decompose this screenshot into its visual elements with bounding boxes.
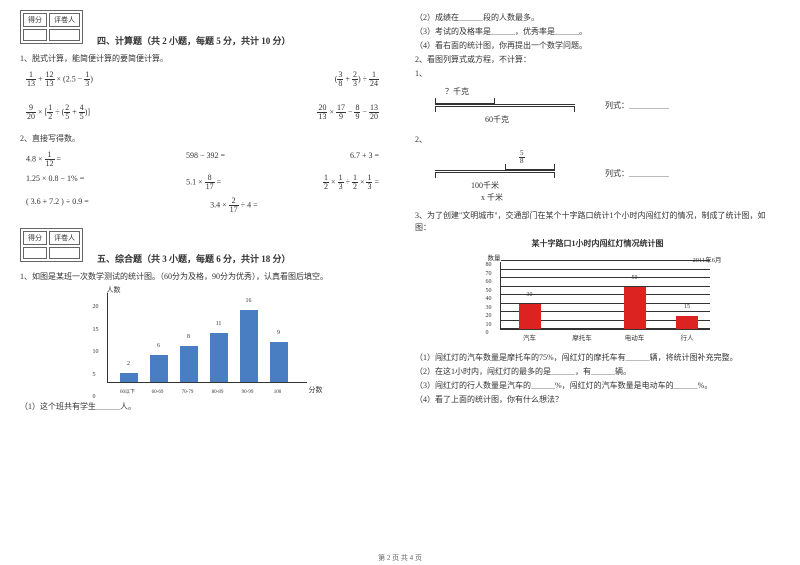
sub-4: （4）看右面的统计图，你再提出一个数学问题。 — [415, 40, 780, 52]
d1-bot-label: 60千克 — [485, 114, 509, 125]
d1-side: 列式：＿＿＿＿＿ — [605, 100, 669, 111]
q5-1: 1、如图是某班一次数学测试的统计图。（60分为及格，90分为优秀），认真看图后填… — [20, 271, 385, 283]
chart2-ylabel: 数量 — [488, 252, 501, 262]
section-5-title: 五、综合题（共 3 小题，每题 6 分，共计 18 分） — [97, 252, 291, 265]
d2-line — [435, 170, 555, 171]
d2-side: 列式：＿＿＿＿＿ — [605, 168, 669, 179]
diagram-2: 58 100千米 x 千米 列式：＿＿＿＿＿ — [435, 152, 780, 204]
d1-brace-bot — [435, 106, 575, 112]
page-footer: 第 2 页 共 4 页 — [0, 553, 800, 563]
chart-scores: 人数 分数 26811169 0510152060以下60-6970-7980-… — [83, 287, 323, 397]
expr-row-2: 920 × [12 ÷ (25 + 45)] 2013 × 179 − 89 −… — [20, 104, 385, 121]
q3: 3、为了创建"文明城市"，交通部门在某个十字路口统计1个小时内闯红灯的情况，制成… — [415, 210, 780, 234]
expr-2: (38 + 23) ÷ 124 — [335, 71, 379, 88]
ra1: 4.8 × 112 = — [26, 151, 61, 168]
sub2-1: （1）闯红灯的汽车数量是摩托车的75%，闯红灯的摩托车有＿＿＿辆，将统计图补充完… — [415, 352, 780, 364]
row-a: 4.8 × 112 = 598 − 392 = 6.7 + 3 = — [20, 151, 385, 168]
rc1: ( 3.6 + 7.2 ) ÷ 0.9 = — [26, 197, 89, 214]
section-4-title: 四、计算题（共 2 小题，每题 5 分，共计 10 分） — [97, 34, 291, 47]
q4-1: 1、脱式计算，能简便计算的要简便计算。 — [20, 53, 385, 65]
row-b: 1.25 × 0.8 − 1% = 5.1 × 817 = 12 × 13 ÷ … — [20, 174, 385, 191]
q4-2: 2、直接写得数。 — [20, 133, 385, 145]
d2-bot-label: x 千米 — [481, 192, 503, 203]
ra2: 598 − 392 = — [186, 151, 225, 168]
score-box-2: 得分评卷人 — [20, 228, 83, 262]
d2-frac: 58 — [519, 150, 525, 165]
chart1-axis: 26811169 — [107, 293, 307, 383]
expr-row-1: 113 + 1213 × (2.5 − 13) (38 + 23) ÷ 124 — [20, 71, 385, 88]
rb2: 5.1 × 817 = — [186, 174, 221, 191]
rc2: 3.4 × 217 ÷ 4 = — [210, 197, 257, 214]
chart1-xlabel: 分数 — [309, 385, 323, 395]
d2-num: 2、 — [415, 134, 780, 146]
expr-1: 113 + 1213 × (2.5 − 13) — [26, 71, 93, 88]
d2-mid-label: 100千米 — [471, 180, 499, 191]
d1-line — [435, 104, 575, 105]
d2-brace-mid — [435, 172, 555, 178]
row-c: ( 3.6 + 7.2 ) ÷ 0.9 = 3.4 × 217 ÷ 4 = — [20, 197, 385, 214]
chart2-plot: 30汽车摩托车50电动车15行人 — [500, 262, 710, 330]
sub-2: （2）成绩在＿＿＿段的人数最多。 — [415, 12, 780, 24]
rb1: 1.25 × 0.8 − 1% = — [26, 174, 84, 191]
sub2-2: （2）在这1小时内，闯红灯的最多的是＿＿＿，有＿＿＿辆。 — [415, 366, 780, 378]
sub2-3: （3）闯红灯的行人数量是汽车的＿＿＿%，闯红灯的汽车数量是电动车的＿＿＿%。 — [415, 380, 780, 392]
d1-num: 1、 — [415, 68, 780, 80]
ra3: 6.7 + 3 = — [350, 151, 379, 168]
expr-4: 2013 × 179 − 89 − 1320 — [317, 104, 379, 121]
diagram-1: ？千克 60千克 列式：＿＿＿＿＿ — [435, 86, 780, 128]
chart2-title: 某十字路口1小时内闯红灯情况统计图 — [468, 238, 728, 249]
score-box: 得分评卷人 — [20, 10, 83, 44]
q5-1-1: （1）这个班共有学生＿＿＿人。 — [20, 401, 385, 413]
chart-traffic: 某十字路口1小时内闯红灯情况统计图 2011年6月 数量 30汽车摩托车50电动… — [468, 238, 728, 348]
sub2-4: （4）看了上面的统计图，你有什么想法？ — [415, 394, 780, 406]
d1-top-label: ？千克 — [445, 86, 469, 97]
rb3: 12 × 13 ÷ 12 × 13 = — [323, 174, 379, 191]
expr-3: 920 × [12 ÷ (25 + 45)] — [26, 104, 90, 121]
q2: 2、看图列算式或方程，不计算： — [415, 54, 780, 66]
sub-3: （3）考试的及格率是＿＿＿，优秀率是＿＿＿。 — [415, 26, 780, 38]
